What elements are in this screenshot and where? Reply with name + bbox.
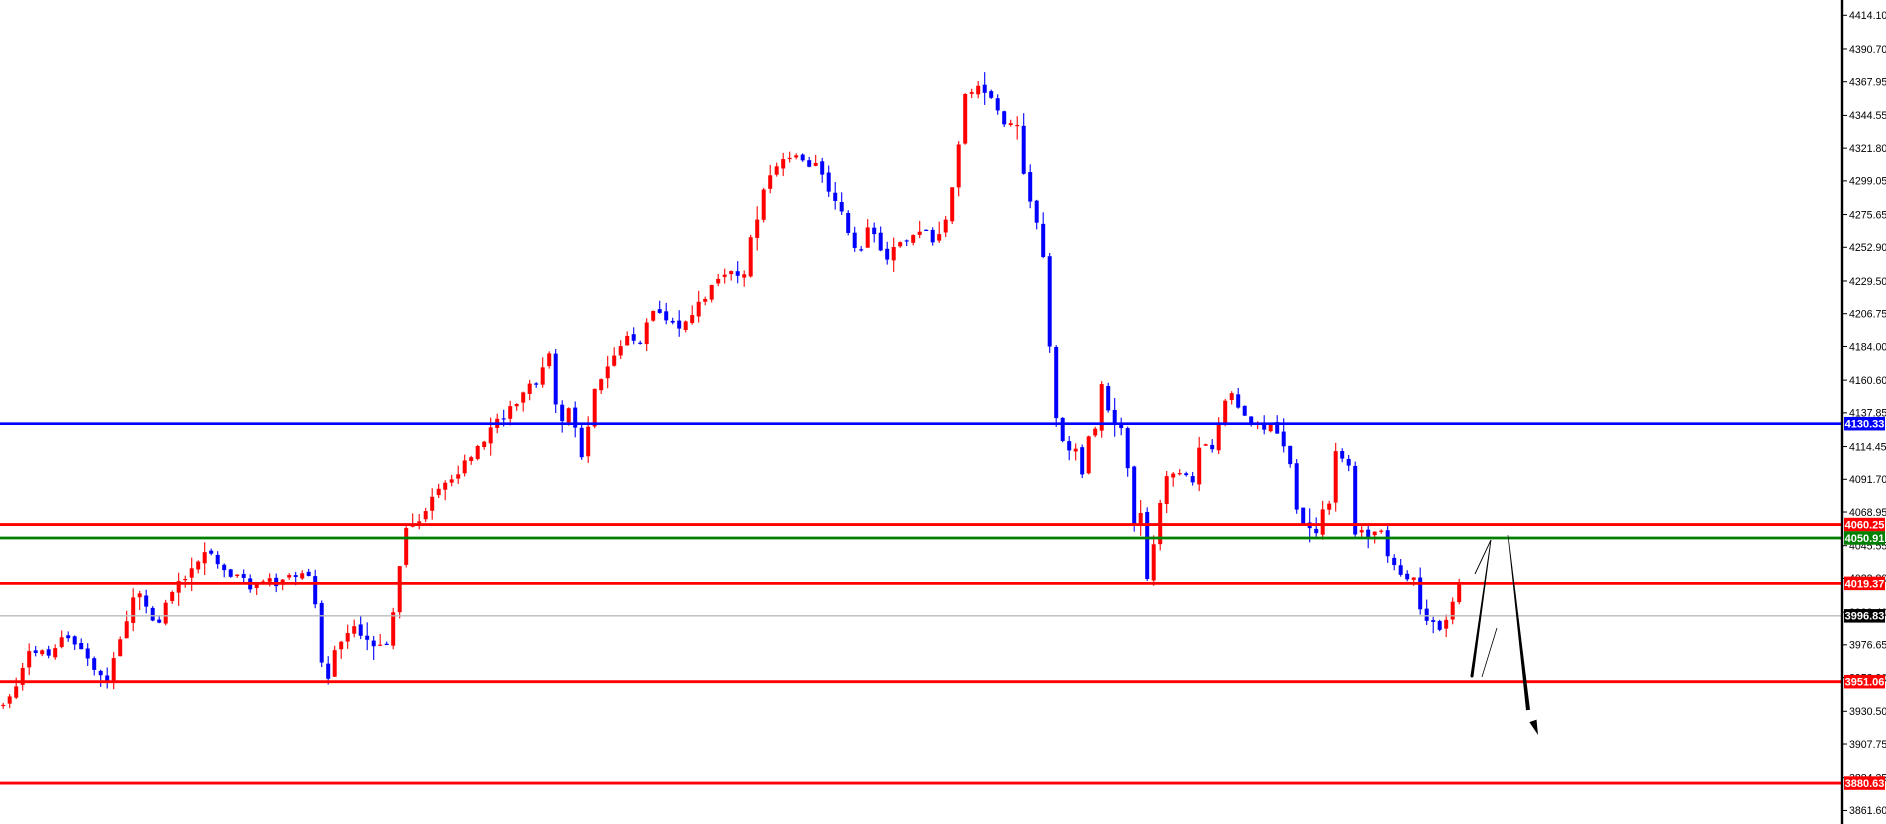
- svg-text:3951.06: 3951.06: [1845, 677, 1885, 689]
- svg-text:4252.90: 4252.90: [1849, 242, 1886, 254]
- svg-text:4050.91: 4050.91: [1845, 533, 1885, 545]
- svg-text:4229.50: 4229.50: [1849, 276, 1886, 288]
- svg-text:4321.80: 4321.80: [1849, 143, 1886, 155]
- svg-text:4344.55: 4344.55: [1849, 110, 1886, 122]
- svg-text:4390.70: 4390.70: [1849, 44, 1886, 56]
- svg-text:4068.95: 4068.95: [1849, 507, 1886, 519]
- svg-text:4206.75: 4206.75: [1849, 309, 1886, 321]
- svg-text:4160.60: 4160.60: [1849, 375, 1886, 387]
- svg-text:4275.65: 4275.65: [1849, 209, 1886, 221]
- svg-text:4019.37: 4019.37: [1845, 578, 1885, 590]
- svg-text:3930.50: 3930.50: [1849, 706, 1886, 718]
- svg-text:3880.63: 3880.63: [1845, 778, 1885, 790]
- svg-text:4091.70: 4091.70: [1849, 474, 1886, 486]
- svg-text:4060.25: 4060.25: [1845, 519, 1885, 531]
- svg-text:4114.45: 4114.45: [1849, 441, 1886, 453]
- svg-text:4299.05: 4299.05: [1849, 176, 1886, 188]
- svg-text:3976.65: 3976.65: [1849, 640, 1886, 652]
- svg-text:3996.83: 3996.83: [1845, 611, 1885, 623]
- svg-text:3861.60: 3861.60: [1849, 805, 1886, 817]
- svg-text:3907.75: 3907.75: [1849, 739, 1886, 751]
- svg-text:4414.10: 4414.10: [1849, 10, 1886, 22]
- svg-text:4130.33: 4130.33: [1845, 419, 1885, 431]
- svg-text:4184.00: 4184.00: [1849, 341, 1886, 353]
- svg-text:4367.95: 4367.95: [1849, 77, 1886, 89]
